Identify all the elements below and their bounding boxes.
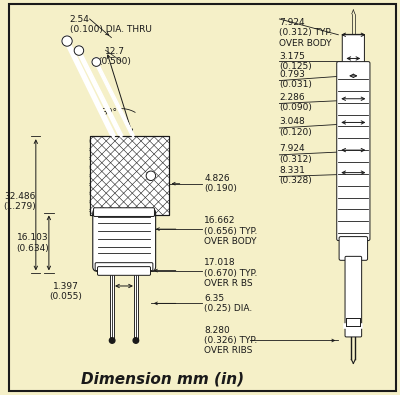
Text: 16.103
(0.634): 16.103 (0.634) xyxy=(17,233,50,253)
Text: 2.54
(0.100) DIA. THRU: 2.54 (0.100) DIA. THRU xyxy=(70,15,152,34)
Text: Dimension mm (in): Dimension mm (in) xyxy=(81,371,244,386)
Text: 4.826
(0.190): 4.826 (0.190) xyxy=(204,174,237,194)
FancyBboxPatch shape xyxy=(93,209,156,271)
Circle shape xyxy=(92,58,101,66)
Text: 3.048
(0.120): 3.048 (0.120) xyxy=(280,117,312,137)
FancyBboxPatch shape xyxy=(95,263,153,271)
Text: 2.286
(0.090): 2.286 (0.090) xyxy=(280,93,312,113)
Circle shape xyxy=(74,46,84,55)
Text: 12.7
(0.500): 12.7 (0.500) xyxy=(98,47,131,66)
Circle shape xyxy=(133,338,139,343)
Text: 1.397
(0.055): 1.397 (0.055) xyxy=(50,282,82,301)
Text: 8.331
(0.328): 8.331 (0.328) xyxy=(280,166,312,186)
Circle shape xyxy=(62,36,72,46)
Text: 0.793
(0.031): 0.793 (0.031) xyxy=(280,70,312,90)
Bar xyxy=(90,136,169,215)
Text: 32.486
(1.279): 32.486 (1.279) xyxy=(3,192,36,211)
FancyBboxPatch shape xyxy=(337,62,370,241)
FancyBboxPatch shape xyxy=(345,256,362,337)
Text: 6.35
(0.25) DIA.: 6.35 (0.25) DIA. xyxy=(204,293,252,313)
Text: 7.924
(0.312): 7.924 (0.312) xyxy=(280,144,312,164)
Text: 8.280
(0.326) TYP.
OVER RIBS: 8.280 (0.326) TYP. OVER RIBS xyxy=(204,325,258,356)
Text: 3.175
(0.125): 3.175 (0.125) xyxy=(280,51,312,71)
FancyBboxPatch shape xyxy=(339,237,368,260)
Text: 17.018
(0.670) TYP.
OVER R BS: 17.018 (0.670) TYP. OVER R BS xyxy=(204,258,258,288)
Text: 30°: 30° xyxy=(102,108,118,117)
FancyBboxPatch shape xyxy=(342,34,364,66)
FancyBboxPatch shape xyxy=(98,267,150,275)
Text: 7.924
(0.312) TYP.
OVER BODY: 7.924 (0.312) TYP. OVER BODY xyxy=(280,18,333,47)
Bar xyxy=(90,136,169,215)
Circle shape xyxy=(109,338,115,343)
Circle shape xyxy=(146,171,156,181)
FancyBboxPatch shape xyxy=(94,208,154,216)
Text: 16.662
(0.656) TYP.
OVER BODY: 16.662 (0.656) TYP. OVER BODY xyxy=(204,216,258,246)
